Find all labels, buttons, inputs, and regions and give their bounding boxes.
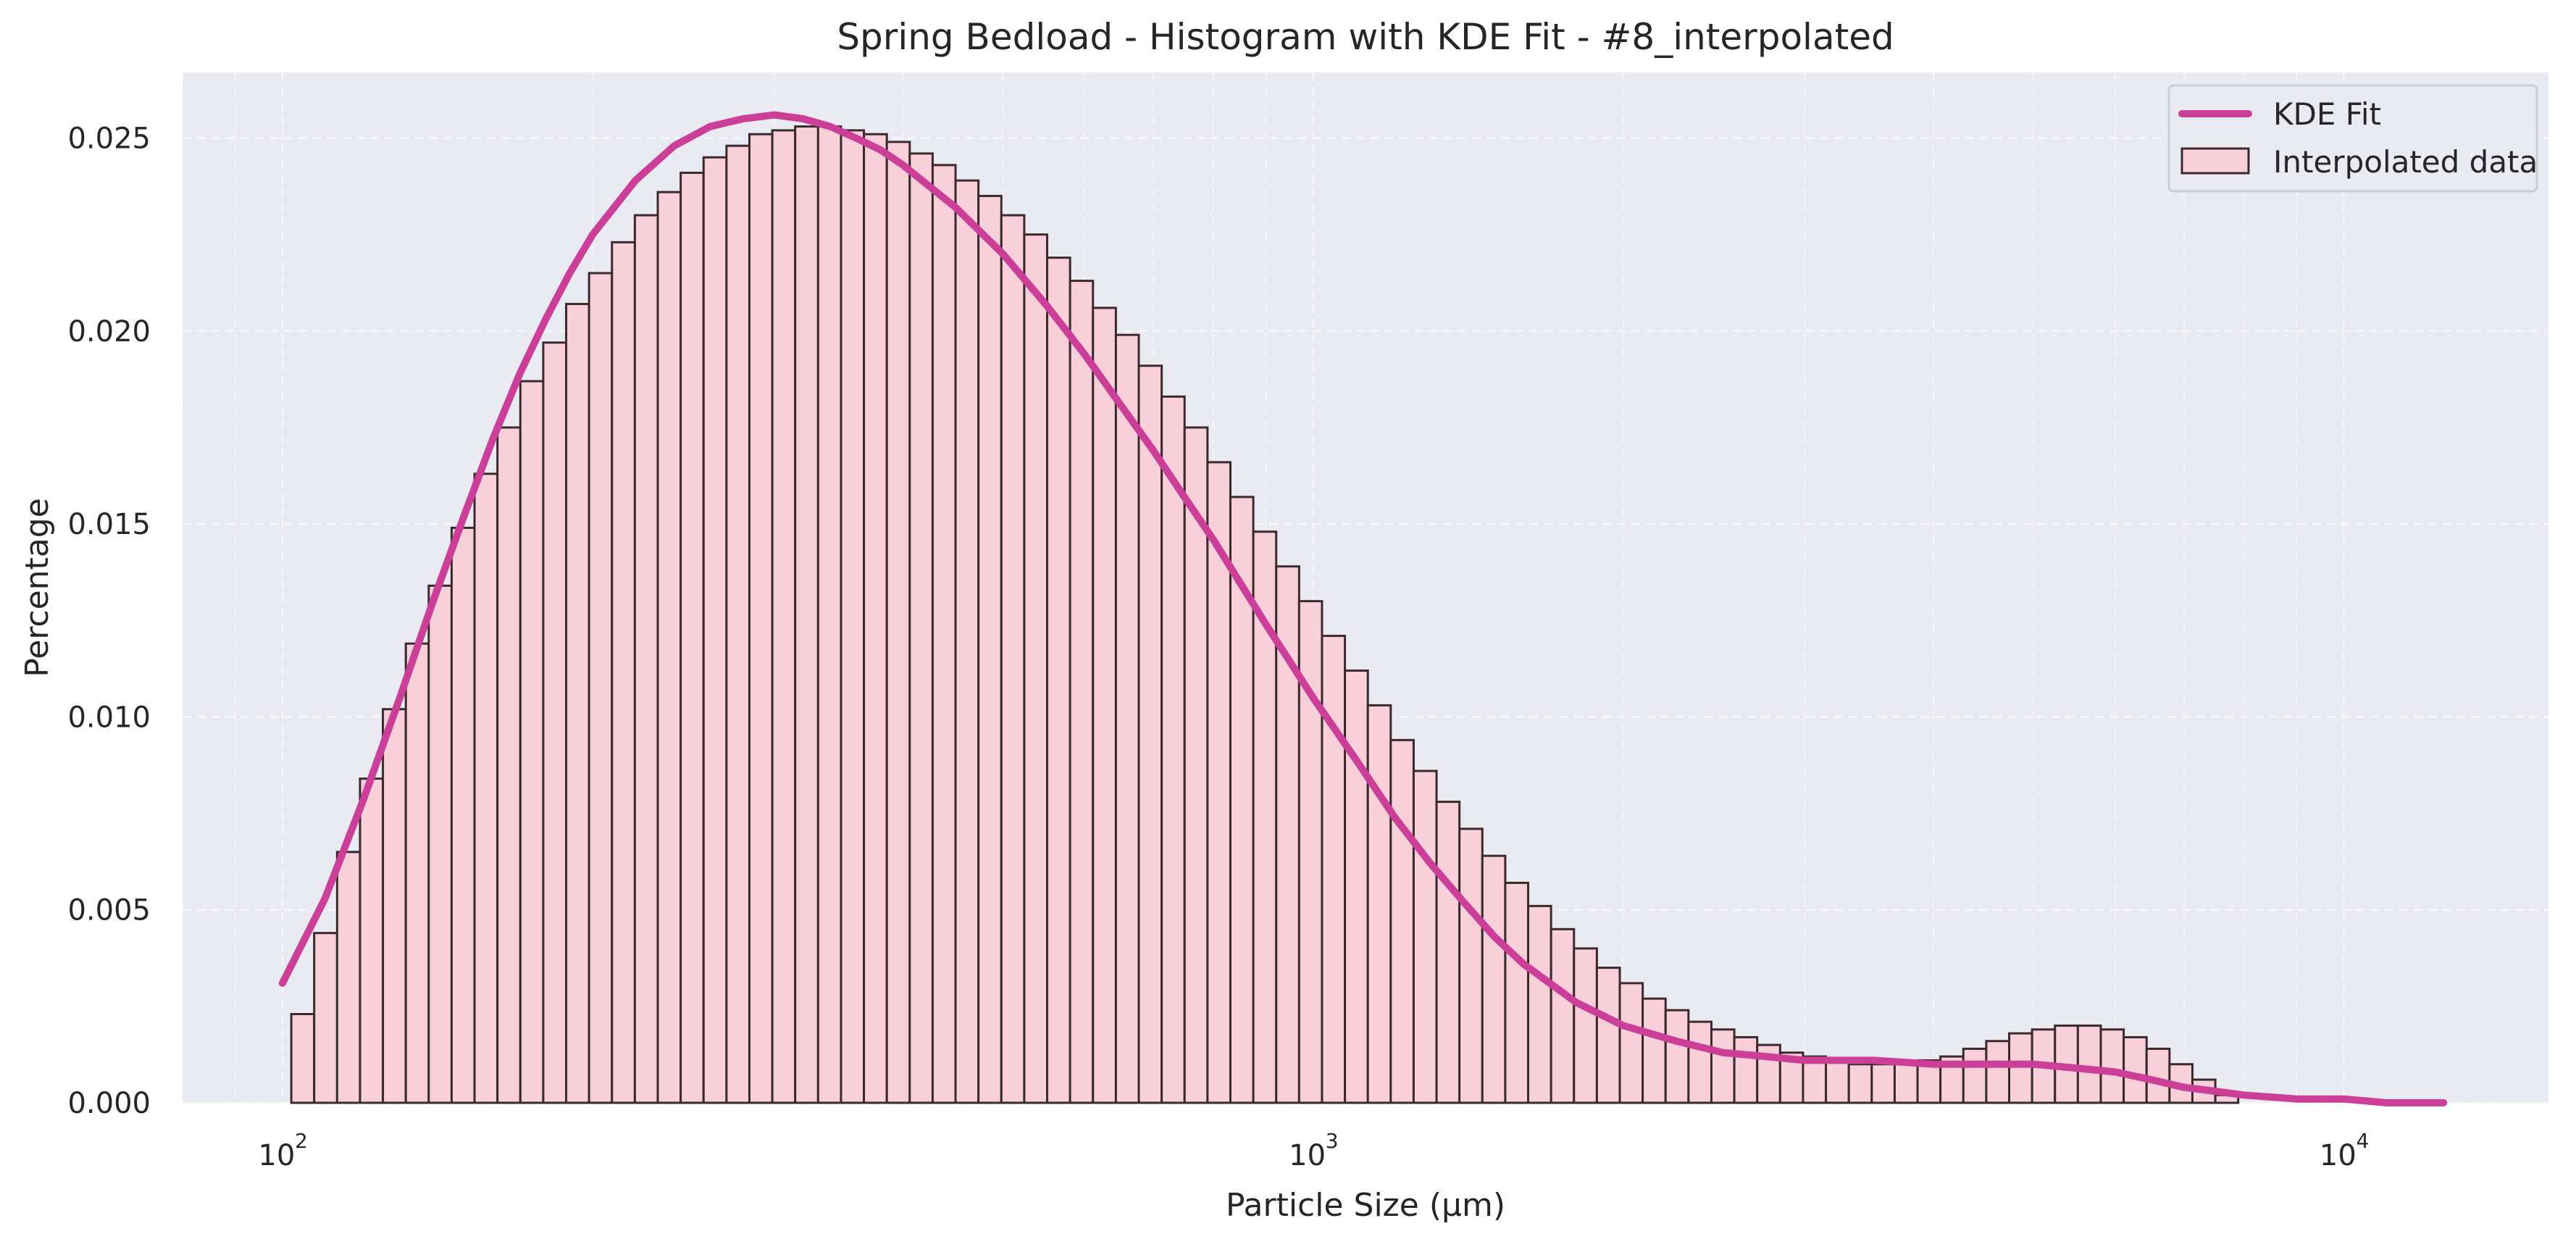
histogram-bar [1527, 904, 1552, 1104]
histogram-bar [382, 708, 407, 1104]
legend-histogram-swatch [2180, 147, 2250, 175]
histogram-bar [473, 472, 499, 1104]
histogram-bar [1642, 997, 1667, 1104]
histogram-bar [1687, 1020, 1713, 1104]
histogram-bar [1161, 395, 1186, 1104]
histogram-bar [1344, 670, 1369, 1104]
histogram-bar [1504, 881, 1530, 1104]
histogram-bar [359, 777, 385, 1104]
histogram-bar [1321, 635, 1347, 1104]
y-tick-label: 0.025 [67, 122, 151, 156]
y-tick-label: 0.015 [67, 508, 151, 541]
histogram-bar [863, 133, 888, 1104]
histogram-bar [679, 171, 705, 1104]
legend-box [2167, 84, 2538, 193]
x-tick-label: 10 [1289, 1139, 1326, 1172]
histogram-bar [313, 932, 338, 1104]
histogram-bar [1183, 426, 1209, 1104]
chart-title: Spring Bedload - Histogram with KDE Fit … [837, 16, 1894, 58]
y-tick-label: 0.005 [67, 894, 151, 927]
histogram-bar [816, 125, 842, 1104]
histogram-bar [656, 191, 682, 1104]
histogram-bar [450, 526, 476, 1104]
histogram-bar [1962, 1047, 1988, 1104]
histogram-bar [1550, 927, 1576, 1104]
histogram-bar [794, 125, 819, 1104]
legend-kde-label: KDE Fit [2273, 96, 2381, 132]
x-tick-exponent: 4 [2356, 1129, 2369, 1153]
histogram-bar [1664, 1009, 1690, 1104]
histogram-bar [2099, 1028, 2125, 1104]
legend: KDE Fit Interpolated data [2167, 84, 2538, 193]
histogram-bar [1114, 333, 1140, 1104]
histogram-bar [1733, 1035, 1759, 1104]
histogram-bar [427, 584, 453, 1104]
histogram-bar [2008, 1032, 2033, 1104]
histogram-bar [1069, 280, 1095, 1104]
x-tick-exponent: 3 [1326, 1129, 1339, 1153]
histogram-bar [2123, 1035, 2148, 1104]
histogram-bar [1435, 801, 1461, 1104]
histogram-bar [2076, 1024, 2102, 1104]
histogram-bar [1458, 827, 1484, 1104]
histogram-bar [1595, 967, 1621, 1104]
x-axis-label: Particle Size (μm) [1226, 1187, 1505, 1224]
histogram-bar [1366, 704, 1392, 1104]
y-axis-label: Percentage [19, 498, 56, 677]
histogram-bar [1825, 1059, 1850, 1104]
histogram-bar [1481, 854, 1507, 1104]
y-tick-label: 0.000 [67, 1087, 151, 1120]
histogram-bar [1389, 738, 1415, 1104]
histogram-bar [587, 272, 614, 1104]
histogram-bar [565, 303, 590, 1104]
histogram-bar [1137, 364, 1163, 1104]
histogram-bars [290, 125, 2240, 1104]
histogram-bar [1573, 947, 1598, 1104]
histogram-bar [542, 341, 568, 1104]
histogram-bar [702, 156, 728, 1104]
histogram-bar [1023, 233, 1049, 1104]
histogram-bar [1412, 770, 1438, 1104]
histogram-bar [611, 241, 636, 1104]
histogram-bar [1618, 982, 1644, 1104]
histogram-bar [1710, 1028, 1736, 1104]
histogram-bar [977, 194, 1003, 1104]
y-tick-label: 0.020 [67, 315, 151, 349]
x-tick-exponent: 2 [295, 1129, 308, 1153]
histogram-bar [633, 214, 659, 1104]
histogram-bar [840, 129, 866, 1104]
histogram-bar [496, 426, 522, 1104]
x-axis-ticks: 10 2 10 3 10 4 [258, 1129, 2369, 1172]
histogram-bar [1893, 1063, 1919, 1104]
histogram-bar [1275, 565, 1300, 1104]
histogram-bar [908, 152, 934, 1104]
histogram-bar [748, 133, 774, 1104]
histogram-bar [771, 129, 797, 1104]
histogram-bar [290, 1013, 316, 1104]
histogram-bar [1847, 1063, 1873, 1104]
histogram-bar [885, 141, 911, 1104]
histogram-bar [954, 179, 980, 1104]
x-tick-label: 10 [2320, 1139, 2357, 1172]
histogram-bar [1985, 1040, 2011, 1104]
kde-fit-line [278, 111, 2448, 1106]
histogram-bar [1000, 214, 1026, 1104]
y-tick-label: 0.010 [67, 701, 151, 734]
histogram-bar [335, 851, 361, 1104]
legend-histogram-label: Interpolated data [2273, 144, 2538, 180]
histogram-bar [1046, 257, 1071, 1104]
histogram-bar [519, 380, 545, 1104]
histogram-bar [1870, 1063, 1896, 1104]
histogram-bar [725, 144, 750, 1104]
y-axis-ticks: 0.000 0.005 0.010 0.015 0.020 0.025 [67, 122, 151, 1120]
histogram-bar [1092, 306, 1117, 1104]
histogram-bar [931, 164, 957, 1104]
x-tick-label: 10 [258, 1139, 295, 1172]
histogram-bar [1206, 461, 1231, 1104]
histogram-bar [404, 642, 430, 1104]
